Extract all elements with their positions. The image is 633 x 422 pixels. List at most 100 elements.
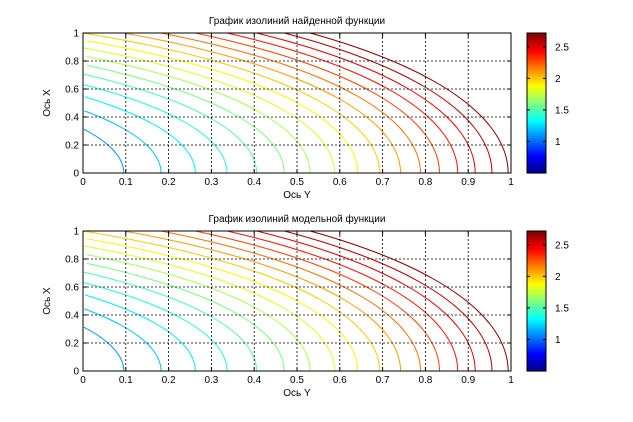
colorbar-segment [527,109,546,113]
colorbar-segment [527,151,546,154]
colorbar-tick-label: 2 [555,272,561,283]
x-tick-label: 0.6 [333,375,347,386]
colorbar-segment [527,292,546,296]
y-tick-label: 0.4 [65,311,79,322]
colorbar-segment [527,259,546,263]
colorbar-segment [527,296,546,300]
colorbar-segment [527,72,546,76]
chart-panel-1: 0 0.1 0.2 0.3 0.4 0.5 0.6 0.7 0.8 0.9 1 0 0.2 0.4 0.6 0… [42,15,569,201]
colorbar-segment [527,98,546,102]
colorbar-segment [527,336,546,339]
colorbar-segment [527,37,546,41]
colorbar-segment [527,287,546,291]
contour-line-level-1.9 [86,238,359,372]
x-tick-label: 0.2 [162,177,176,188]
x-tick-label: 0.9 [461,375,475,386]
colorbar-segment [527,322,546,326]
colorbar-segment [527,138,546,141]
x-tick-label: 0.4 [247,375,261,386]
contour-line-level-2.6 [284,32,493,174]
contour-line-level-1.4 [83,282,228,372]
contour-line-level-2 [82,230,381,372]
colorbar-segment [527,100,546,104]
colorbar-segment [527,33,546,36]
colorbar-segment [527,244,546,247]
colorbar-segment [527,155,546,159]
y-tick-label: 0 [73,169,79,180]
colorbar-segment [527,318,546,322]
colorbar-segment [527,57,546,60]
x-tick-label: 0.4 [247,177,261,188]
contour-line-level-1.2 [84,110,162,174]
contour-line-level-2.6 [284,230,493,372]
colorbar-segment [527,164,546,168]
colorbar-segment [527,131,546,135]
colorbar-segment [527,235,546,239]
colorbar-segment [527,35,546,38]
colorbar-segment [527,263,546,267]
contour-line-level-1.8 [83,47,336,174]
colorbar-segment [527,78,546,82]
colorbar-segment [527,233,546,236]
x-tick-label: 0.2 [162,375,176,386]
colorbar-segment [527,366,546,370]
colorbar-segment [527,59,546,63]
colorbar-tick-label: 1 [555,335,561,346]
colorbar-segment [527,153,546,157]
x-tick-label: 0.5 [290,177,304,188]
colorbar-segment [527,246,546,250]
colorbar-segment [527,261,546,265]
colorbar-segment [527,85,546,89]
x-tick-label: 0.1 [119,375,133,386]
colorbar-segment [527,368,546,372]
colorbar-segment [527,122,546,126]
colorbar-segment [527,39,546,43]
colorbar-segment [527,241,546,245]
contour-line-level-1.5 [83,73,258,174]
x-tick-label: 0.6 [333,177,347,188]
colorbar-segment [527,118,546,122]
x-tick-label: 0.5 [290,375,304,386]
colorbar-frame [526,230,547,372]
contour-line-level-1.7 [86,56,311,174]
x-axis-label: Ось Y [283,190,311,201]
colorbar-segment [527,331,546,335]
colorbar-segment [527,314,546,317]
colorbar-segment [527,276,546,280]
y-axis-label: Ось X [42,287,53,315]
colorbar-segment [527,162,546,165]
x-tick-label: 1 [508,375,514,386]
y-tick-label: 0 [73,367,79,378]
colorbar-segment [527,94,546,98]
colorbar-segment [527,74,546,78]
colorbar-segment [527,148,546,152]
colorbar-segment [527,357,546,361]
contour-line-level-1.6 [86,64,285,174]
colorbar-segment [527,54,546,58]
colorbar-segment [527,316,546,320]
x-tick-label: 0.3 [204,177,218,188]
x-tick-label: 1 [508,177,514,188]
colorbar-segment [527,127,546,130]
contour-line-level-1.3 [84,294,196,372]
y-tick-label: 0.2 [65,339,79,350]
colorbar-segment [527,157,546,161]
colorbar-segment [527,250,546,254]
contour-line-level-1.5 [83,271,258,372]
colorbar-segment [527,364,546,368]
colorbar-segment [527,231,546,234]
colorbar-segment [527,252,546,256]
colorbar-segment [527,144,546,148]
colorbar-segment [527,92,546,95]
x-tick-label: 0 [80,177,86,188]
colorbar-segment [527,70,546,73]
x-tick-label: 0.3 [204,375,218,386]
colorbar-segment [527,113,546,117]
colorbar-segment [527,105,546,108]
colorbar-segment [527,52,546,56]
y-tick-label: 0.8 [65,255,79,266]
y-axis-label: Ось X [42,89,53,117]
y-tick-label: 0.4 [65,113,79,124]
colorbar-segment [527,353,546,357]
